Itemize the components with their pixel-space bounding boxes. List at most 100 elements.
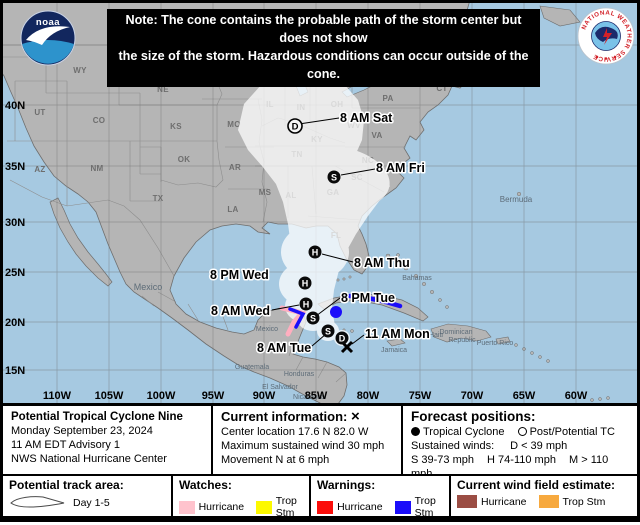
hurricane-warning-swatch [317, 500, 334, 514]
forecast-point-tue-pm: S [306, 311, 320, 325]
state-label: MS [259, 188, 272, 197]
place-label: Dominican [439, 329, 472, 336]
sustained-winds-key: Sustained winds: D < 39 mph [411, 439, 631, 453]
wind-class-d: D < 39 mph [510, 440, 568, 452]
state-label: TX [153, 194, 164, 203]
advisory-date: Monday September 23, 2024 [11, 425, 153, 437]
warnings-legend: Warnings: Hurricane Trop Stm [309, 476, 449, 519]
lon-label: 110W [43, 390, 72, 402]
track-time-label: 8 PM Wed [210, 268, 269, 282]
place-label: Puerto Rico [477, 340, 514, 347]
watches-legend: Watches: Hurricane Trop Stm [171, 476, 309, 519]
issuing-agency: NWS National Hurricane Center [11, 453, 167, 465]
state-label: WY [73, 66, 87, 75]
forecast-point-wed-am: H [299, 297, 313, 311]
svg-text:S: S [331, 172, 337, 182]
wind-class-h: H 74-110 mph [487, 454, 556, 466]
storm-name: Potential Tropical Cyclone Nine [11, 411, 183, 423]
noaa-logo-icon: noaa [20, 10, 76, 66]
svg-text:H: H [303, 299, 310, 309]
hurricane-watch-swatch [179, 500, 195, 514]
jamaica [386, 338, 406, 347]
trop-stm-wind-field-swatch [538, 495, 559, 508]
wind-class-s: S 39-73 mph [411, 454, 474, 466]
note-line-1: Note: The cone contains the probable pat… [125, 13, 522, 45]
place-label: El Salvador [262, 384, 298, 391]
trop-stm-warning-isla-juventud [330, 306, 342, 318]
hispaniola [430, 323, 492, 343]
state-label: AR [229, 163, 241, 172]
track-time-label: 8 AM Sat [340, 111, 393, 125]
hurricane-wind-field-label: Hurricane [481, 495, 527, 508]
trop-stm-wind-field-label: Trop Stm [562, 495, 606, 508]
lat-label: 35N [5, 161, 25, 173]
svg-text:D: D [339, 333, 346, 343]
advisory-info-bar: Potential Tropical Cyclone Nine Monday S… [3, 403, 637, 480]
track-time-label: 8 PM Tue [341, 291, 395, 305]
state-label: LA [227, 205, 238, 214]
lat-label: 30N [5, 217, 25, 229]
puerto-rico [495, 336, 511, 345]
track-time-label: 8 AM Fri [376, 161, 425, 175]
wind-field-title: Current wind field estimate: [457, 478, 616, 492]
svg-text:H: H [302, 278, 309, 288]
place-label: Honduras [284, 371, 315, 378]
current-info-title: Current information: × [221, 408, 360, 425]
potential-track-area-legend: Potential track area: Day 1-5 [3, 476, 171, 516]
state-label: AZ [34, 165, 45, 174]
forecast-point-thu: H [308, 245, 322, 259]
baja-peninsula [49, 197, 113, 287]
svg-text:S: S [325, 326, 331, 336]
state-label: KS [170, 122, 182, 131]
nws-logo-icon: NATIONAL WEATHER SERVICE [577, 7, 635, 65]
label-leader-lines [271, 117, 376, 347]
state-label: OK [178, 155, 191, 164]
place-label: Guatemala [235, 364, 269, 371]
tropical-cyclone-dot-icon [411, 427, 420, 436]
max-sustained-wind: Maximum sustained wind 30 mph [221, 440, 385, 452]
storm-id-panel: Potential Tropical Cyclone Nine Monday S… [3, 406, 213, 474]
cone-note-banner: Note: The cone contains the probable pat… [107, 9, 540, 87]
forecast-positions-panel: Forecast positions: Tropical Cyclone Pos… [403, 406, 637, 480]
current-info-panel: Current information: × Center location 1… [213, 406, 403, 474]
state-label: CT [436, 84, 447, 93]
place-label: Jamaica [381, 347, 407, 354]
wind-field-legend: Current wind field estimate: Hurricane T… [449, 476, 637, 516]
cuba [317, 293, 429, 322]
svg-text:S: S [310, 313, 316, 323]
forecast-point-fri: S [327, 170, 341, 184]
state-label: VA [371, 131, 382, 140]
hurricane-warning-label: Hurricane [337, 501, 383, 513]
lon-label: 85W [305, 390, 328, 402]
lon-label: 60W [565, 390, 588, 402]
lon-label: 95W [202, 390, 225, 402]
state-label: CO [93, 116, 106, 125]
place-label: Mexico [134, 282, 163, 292]
lon-label: 100W [147, 390, 176, 402]
place-label: Republic [448, 337, 476, 344]
lat-label: 25N [5, 267, 25, 279]
trop-stm-warning-label: Trop Stm [414, 495, 436, 519]
forecast-point-sat-post-tc: D [287, 118, 303, 134]
state-label: NM [90, 164, 103, 173]
place-label: Mexico [256, 326, 278, 333]
forecast-point-d1: D [335, 331, 349, 345]
forecast-cone [238, 68, 390, 349]
bahamas-islands [385, 253, 449, 309]
trop-stm-warning-yucatan [288, 307, 306, 329]
hurricane-watch-label: Hurricane [198, 501, 245, 513]
tropical-cyclone-label: Tropical Cyclone [423, 426, 505, 438]
place-label: Haiti [429, 332, 443, 339]
lat-label: 20N [5, 317, 25, 329]
lon-label: 70W [461, 390, 484, 402]
place-label: Bahamas [402, 275, 432, 282]
lon-label: 105W [95, 390, 124, 402]
lon-label: 90W [253, 390, 276, 402]
post-potential-tc-dot-icon [517, 427, 527, 436]
svg-text:H: H [312, 247, 319, 257]
place-label: Nicaragua [293, 394, 325, 401]
forecast-positions-title: Forecast positions: [411, 409, 536, 424]
forecast-symbol-key: Tropical Cyclone Post/Potential TC [411, 425, 631, 439]
track-time-label: 8 AM Thu [354, 256, 410, 270]
